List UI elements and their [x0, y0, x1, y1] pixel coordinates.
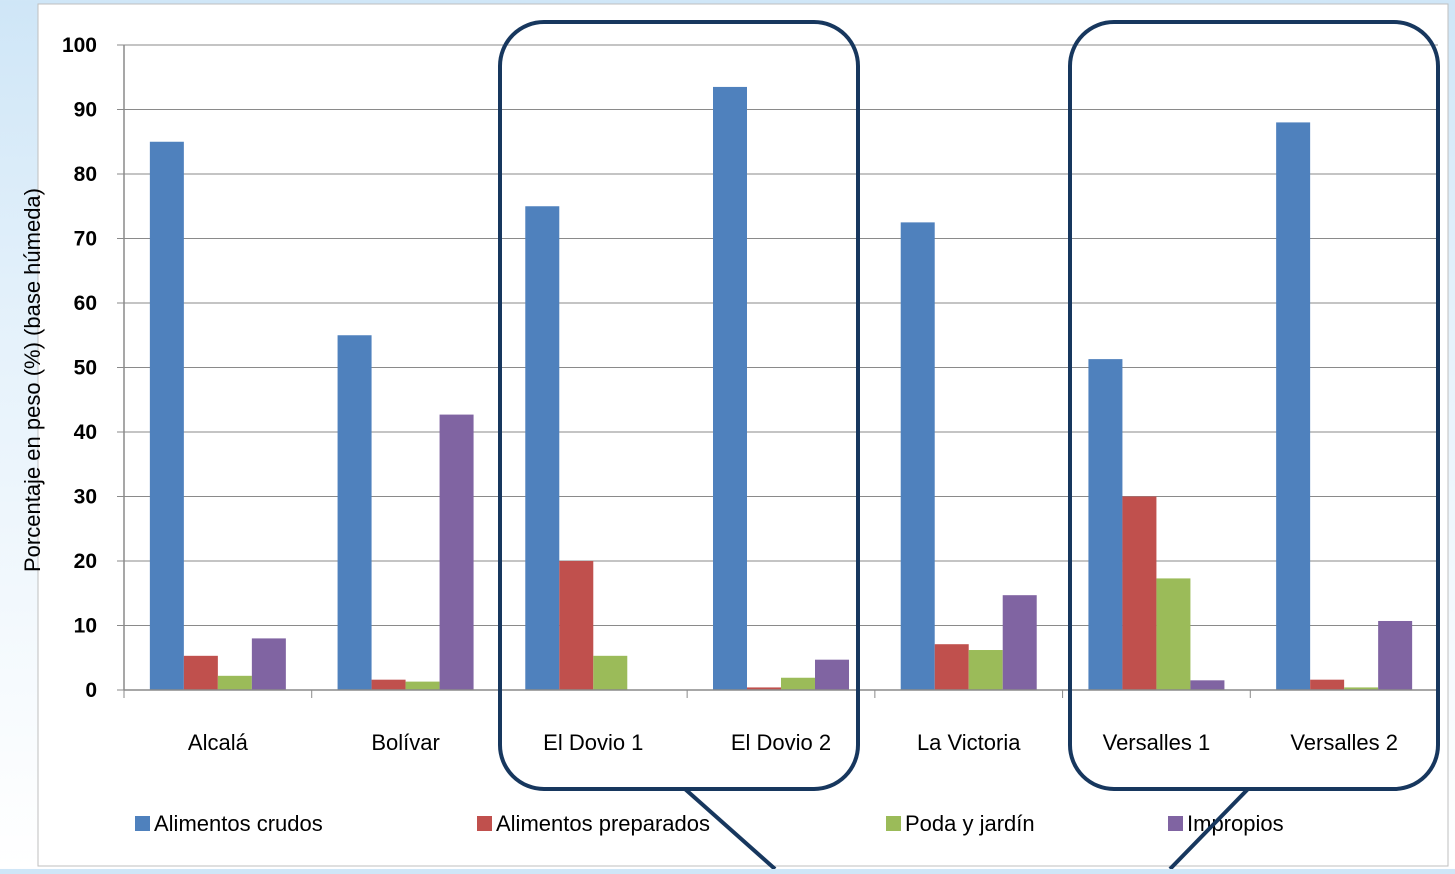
y-tick-label: 60	[74, 292, 97, 315]
bar-impropios-1	[439, 414, 474, 690]
x-tick-label: Versalles 2	[1290, 730, 1398, 755]
bar-alimentos-crudos-2	[525, 206, 560, 690]
y-tick-label: 100	[62, 34, 97, 57]
x-tick-label: Versalles 1	[1103, 730, 1211, 755]
y-tick-label: 10	[74, 615, 97, 638]
y-tick-label: 70	[74, 228, 97, 251]
y-tick-label: 50	[74, 357, 97, 380]
y-tick-label: 40	[74, 421, 97, 444]
x-axis-tick-labels: Alcalá Bolívar El Dovio 1 El Dovio 2 La Vict…	[188, 730, 1398, 755]
bar-impropios-5	[1190, 680, 1225, 690]
legend-swatch	[886, 816, 901, 831]
bar-alimentos-crudos-6	[1276, 122, 1311, 690]
bar-impropios-4	[1002, 595, 1037, 690]
y-tick-label: 0	[85, 679, 97, 702]
legend-swatch	[477, 816, 492, 831]
bar-alimentos-crudos-5	[1088, 359, 1123, 690]
y-tick-label: 80	[74, 163, 97, 186]
bar-alimentos-preparados-0	[183, 655, 218, 690]
bar-alimentos-preparados-3	[747, 687, 781, 690]
bar-alimentos-crudos-0	[149, 141, 184, 690]
x-tick-label: La Victoria	[917, 730, 1021, 755]
bar-poda-y-jard-n-2	[593, 655, 628, 690]
bar-poda-y-jard-n-0	[217, 675, 252, 690]
y-axis-label: Porcentaje en peso (%) (base húmeda)	[20, 188, 45, 572]
bar-alimentos-preparados-1	[371, 679, 406, 690]
bar-alimentos-preparados-4	[934, 644, 969, 690]
bar-impropios-6	[1378, 620, 1413, 690]
bar-alimentos-preparados-2	[559, 561, 594, 690]
bar-poda-y-jard-n-6	[1344, 687, 1379, 690]
x-tick-label: El Dovio 2	[731, 730, 831, 755]
legend-swatch	[1168, 816, 1183, 831]
y-axis-tick-labels: 0 10 20 30 40 50 60 70 80 90 100	[62, 34, 124, 702]
bar-alimentos-preparados-5	[1122, 496, 1157, 690]
y-tick-label: 30	[74, 486, 97, 509]
x-tick-label: El Dovio 1	[543, 730, 643, 755]
bar-impropios-3	[815, 659, 849, 690]
bar-alimentos-crudos-3	[713, 86, 747, 691]
callout-pointer-el-dovio	[683, 787, 777, 871]
bar-impropios-0	[251, 638, 286, 690]
highlight-callouts	[498, 20, 1440, 871]
bar-alimentos-preparados-6	[1310, 679, 1345, 690]
y-tick-label: 90	[74, 99, 97, 122]
legend-label: Impropios	[1187, 811, 1284, 836]
legend: Alimentos crudos Alimentos preparados Poda…	[135, 811, 1284, 836]
legend-swatch	[135, 816, 150, 831]
callout-pointer-versalles	[1168, 787, 1250, 871]
legend-label: Alimentos crudos	[154, 811, 323, 836]
legend-label: Alimentos preparados	[496, 811, 710, 836]
highlight-box-el-dovio	[498, 20, 860, 791]
bar-poda-y-jard-n-3	[781, 677, 815, 690]
highlight-box-versalles	[1068, 20, 1440, 791]
x-tick-label: Bolívar	[371, 730, 439, 755]
bar-alimentos-crudos-1	[337, 335, 372, 690]
bar-alimentos-crudos-4	[900, 222, 935, 690]
bars	[149, 86, 1413, 691]
bar-poda-y-jard-n-4	[968, 650, 1003, 690]
bar-poda-y-jard-n-5	[1156, 578, 1191, 690]
y-tick-label: 20	[74, 550, 97, 573]
bar-poda-y-jard-n-1	[405, 681, 440, 690]
x-tick-label: Alcalá	[188, 730, 249, 755]
legend-label: Poda y jardín	[905, 811, 1035, 836]
